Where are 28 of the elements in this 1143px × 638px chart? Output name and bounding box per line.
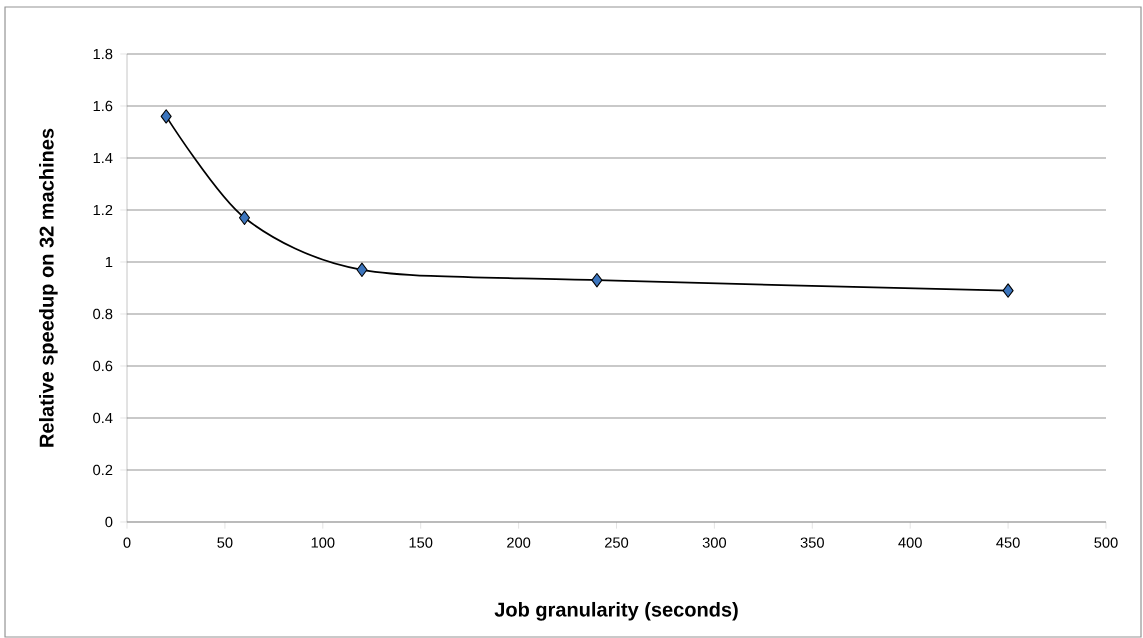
y-tick-label: 0.4 (93, 412, 113, 424)
y-tick-label: 0.8 (93, 308, 113, 320)
x-tick-label: 350 (800, 537, 824, 548)
x-tick-label: 400 (898, 537, 922, 548)
y-tick-label: 0 (105, 516, 113, 528)
y-tick-label: 1.2 (93, 204, 113, 216)
x-tick-label: 150 (409, 537, 433, 548)
x-tick-label: 500 (1094, 537, 1118, 548)
x-tick-label: 250 (605, 537, 629, 548)
x-tick-label: 300 (702, 537, 727, 548)
y-axis-title: Relative speedup on 32 machines (39, 128, 58, 447)
y-tick-label: 1.6 (93, 100, 113, 112)
point (1002, 283, 1014, 298)
x-axis-title: Job granularity (seconds) (494, 601, 738, 621)
x-tick-label: 50 (217, 537, 233, 548)
point (160, 109, 172, 124)
point (238, 210, 251, 225)
point (356, 262, 368, 277)
point (591, 272, 603, 288)
y-tick-label: 1.4 (93, 152, 113, 164)
y-tick-label: 1 (105, 256, 113, 268)
y-tick-label: 0.6 (93, 360, 113, 372)
x-tick-label: 0 (123, 537, 131, 548)
y-tick-label: 1.8 (93, 48, 113, 60)
y-tick-label: 0.2 (93, 464, 113, 476)
x-tick-label: 100 (311, 537, 335, 548)
x-tick-label: 450 (996, 537, 1020, 548)
x-tick-label: 200 (507, 537, 531, 548)
